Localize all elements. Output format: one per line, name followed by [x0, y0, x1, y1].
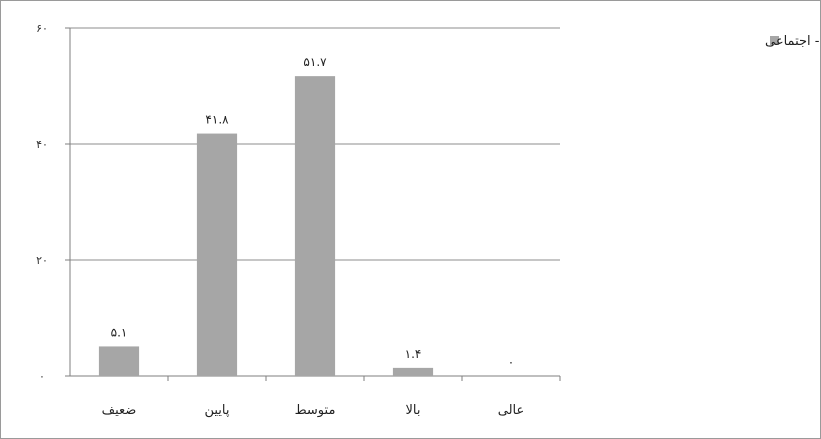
- category-label: ضعیف: [102, 403, 137, 418]
- y-tick-label: ۴۰: [36, 138, 48, 151]
- bar: [294, 76, 336, 376]
- legend-label: وضعیت اقتصادی - اجتماعی: [765, 34, 821, 49]
- bar: [392, 367, 434, 376]
- data-label: ۴۱.۸: [205, 113, 229, 127]
- bars-layer: [98, 76, 434, 376]
- category-label: متوسط: [295, 403, 336, 418]
- bar: [196, 133, 238, 376]
- legend: وضعیت اقتصادی - اجتماعی: [765, 34, 821, 49]
- legend-swatch: [770, 36, 779, 45]
- bar: [98, 346, 140, 376]
- y-tick-label: ۶۰: [36, 22, 48, 35]
- y-tick-label: ۰: [39, 370, 45, 383]
- data-label: ۵۱.۷: [303, 55, 327, 69]
- category-label: عالی: [498, 403, 525, 418]
- data-label: ۰: [508, 355, 514, 369]
- data-label: ۵.۱: [111, 325, 128, 339]
- labels-layer: ۵.۱ ضعیف ۴۱.۸ پایین ۵۱.۷ متوسط ۱.۴ بالا ۰ عالی: [102, 55, 525, 418]
- category-label: پایین: [204, 403, 229, 418]
- y-tick-label: ۲۰: [36, 254, 48, 267]
- category-label: بالا: [406, 403, 421, 418]
- data-label: ۱.۴: [405, 347, 422, 361]
